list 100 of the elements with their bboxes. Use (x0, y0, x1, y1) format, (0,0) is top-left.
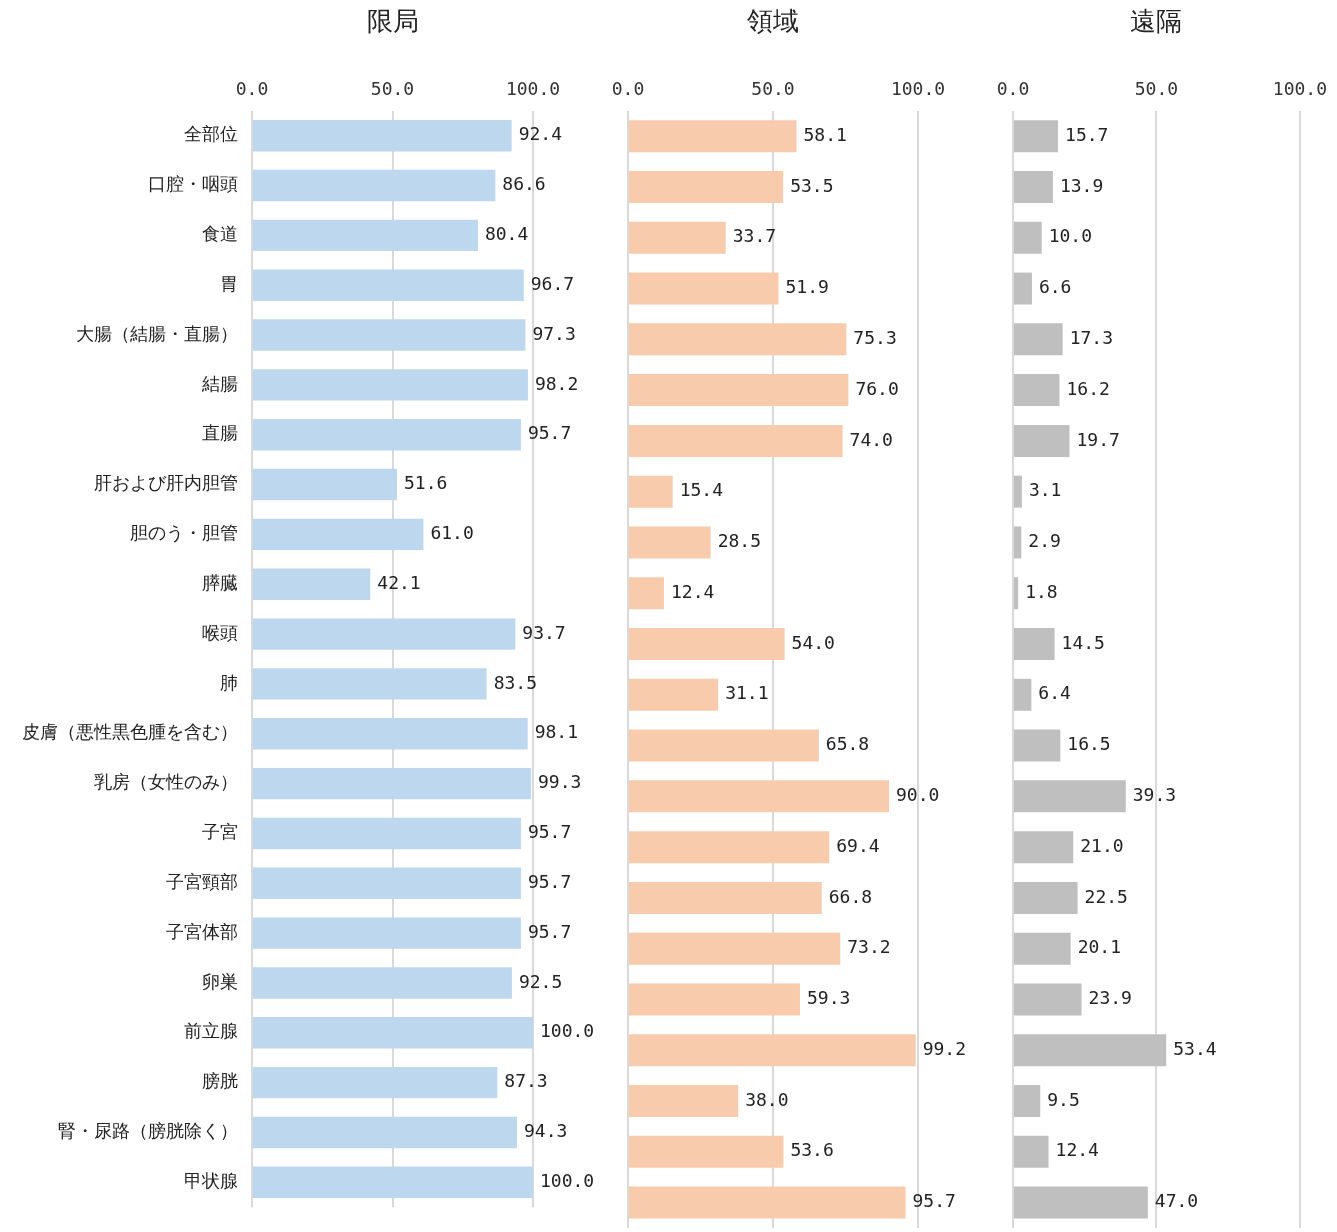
data-label: 74.0 (849, 428, 893, 450)
y-tick-label: 乳房（女性のみ） (94, 771, 238, 793)
bar (1014, 780, 1126, 813)
chart-title: 限局 (366, 6, 419, 37)
bar (1014, 170, 1053, 203)
data-label: 13.9 (1059, 174, 1104, 196)
bar (629, 323, 847, 356)
data-label: 100.0 (540, 1020, 595, 1042)
bar (253, 319, 526, 351)
bar (629, 983, 800, 1016)
data-label: 38.0 (745, 1088, 789, 1110)
data-label: 20.1 (1077, 936, 1122, 958)
bar (253, 618, 516, 650)
x-tick-label: 50.0 (751, 77, 795, 99)
data-label: 10.0 (1048, 225, 1093, 247)
bar (253, 1116, 517, 1149)
data-label: 87.3 (504, 1070, 548, 1092)
bar (629, 170, 784, 203)
data-label: 16.5 (1067, 733, 1111, 755)
y-tick-label: 喉頭 (202, 621, 238, 643)
data-label: 51.6 (404, 472, 448, 494)
bar (253, 419, 521, 451)
data-label: 61.0 (430, 522, 474, 544)
x-tick-label: 50.0 (1134, 77, 1179, 99)
x-tick-label: 0.0 (235, 77, 269, 99)
data-label: 53.5 (790, 174, 834, 196)
bar (253, 468, 397, 501)
bar (1014, 374, 1060, 407)
data-label: 6.6 (1038, 276, 1072, 298)
data-label: 12.4 (670, 580, 715, 602)
bar (629, 120, 797, 153)
x-tick-label: 100.0 (890, 77, 946, 99)
bar (629, 374, 849, 407)
bar (629, 729, 819, 762)
bar (629, 1085, 739, 1118)
data-label: 99.3 (538, 771, 582, 793)
bar (1014, 526, 1022, 559)
data-label: 19.7 (1076, 428, 1120, 450)
data-label: 100.0 (540, 1169, 595, 1191)
bar (629, 526, 711, 559)
y-tick-label: 甲状腺 (184, 1169, 238, 1191)
data-label: 39.3 (1132, 784, 1177, 806)
data-label: 53.6 (790, 1139, 834, 1161)
data-label: 54.0 (791, 631, 835, 653)
y-tick-label: 腎・尿路（膀胱除く） (58, 1120, 238, 1142)
bar (629, 780, 889, 813)
data-label: 95.7 (527, 870, 572, 892)
data-label: 28.5 (717, 530, 762, 552)
data-label: 58.1 (803, 123, 847, 145)
y-tick-label: 大腸（結腸・直腸） (76, 322, 238, 344)
data-label: 90.0 (896, 784, 940, 806)
y-tick-label: 肺 (220, 671, 238, 693)
bar (1014, 932, 1071, 965)
bar (629, 475, 673, 508)
bar (629, 577, 664, 610)
data-label: 95.7 (527, 920, 572, 942)
bar (253, 169, 496, 202)
bar (629, 831, 830, 864)
x-tick-label: 0.0 (996, 77, 1030, 99)
data-label: 59.3 (806, 987, 851, 1009)
data-label: 2.9 (1028, 530, 1061, 552)
y-tick-label: 子宮体部 (166, 920, 238, 942)
data-label: 22.5 (1084, 885, 1128, 907)
bar (1014, 323, 1063, 356)
y-tick-label: 全部位 (184, 123, 238, 145)
data-label: 73.2 (847, 936, 891, 958)
data-label: 1.8 (1025, 580, 1058, 602)
data-label: 95.7 (912, 1190, 956, 1212)
x-tick-label: 100.0 (1272, 77, 1327, 99)
y-tick-label: 食道 (202, 223, 238, 245)
bar (1014, 272, 1032, 305)
data-label: 75.3 (853, 326, 897, 348)
bar (1014, 831, 1074, 864)
bar (253, 269, 524, 301)
y-tick-label: 肝および肝内胆管 (94, 472, 238, 494)
bar (629, 678, 719, 711)
bar (629, 628, 785, 661)
data-label: 51.9 (785, 276, 829, 298)
y-tick-label: 結腸 (201, 372, 238, 394)
data-label: 23.9 (1088, 987, 1132, 1009)
bar (253, 817, 521, 850)
bar (253, 917, 521, 949)
data-label: 86.6 (502, 173, 546, 195)
bar (253, 219, 478, 252)
data-label: 92.5 (518, 970, 563, 992)
bar (253, 369, 528, 401)
bar (629, 272, 779, 305)
data-label: 83.5 (493, 671, 537, 693)
data-label: 65.8 (825, 733, 870, 755)
data-label: 42.1 (377, 571, 421, 593)
data-label: 97.3 (532, 322, 576, 344)
bar (1014, 1085, 1041, 1118)
data-label: 99.2 (922, 1037, 967, 1059)
bar (629, 1186, 906, 1219)
data-label: 47.0 (1154, 1190, 1199, 1212)
data-label: 66.8 (828, 885, 873, 907)
data-label: 94.3 (523, 1120, 568, 1142)
bar (629, 1034, 916, 1067)
bar (1014, 120, 1059, 153)
data-label: 98.1 (534, 721, 579, 743)
